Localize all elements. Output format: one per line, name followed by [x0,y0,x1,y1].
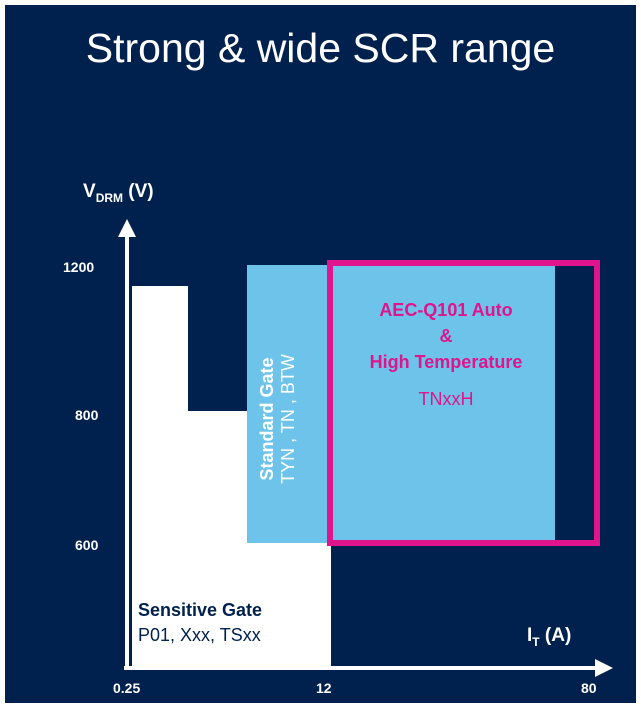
standard-gate-label: Standard Gate TYN , TN , BTW [257,319,309,519]
automotive-frame [327,260,600,546]
y-tick-800: 800 [75,407,99,423]
x-axis-label-sub: T [532,634,540,649]
automotive-line-2: & [439,326,453,346]
standard-gate-title: Standard Gate [257,357,277,481]
y-axis-label: VDRM (V) [83,181,154,205]
slide: Strong & wide SCR range VDRM (V) 1200 80… [5,5,636,703]
y-tick-600: 600 [75,537,99,553]
x-axis-arrow [595,659,613,677]
y-axis-label-sub: DRM [95,190,124,205]
standard-gate-parts: TYN , TN , BTW [278,354,298,484]
sensitive-block-high [132,286,188,666]
sensitive-gate-title: Sensitive Gate [138,600,263,620]
y-axis-label-unit: (V) [123,181,154,202]
sensitive-block-low [251,543,331,666]
automotive-line-3: High Temperature [369,352,523,372]
x-tick-12: 12 [316,680,332,696]
axes [118,219,613,677]
x-axis-label: IT (A) [527,625,571,649]
y-axis-arrow [118,219,136,237]
automotive-line-1: AEC-Q101 Auto [379,300,513,320]
x-tick-80: 80 [581,680,597,696]
automotive-part: TNxxH [418,389,474,409]
sensitive-block-mid [188,411,251,666]
sensitive-gate-parts: P01, Xxx, TSxx [138,625,261,645]
x-tick-0-25: 0.25 [113,680,141,696]
x-axis-label-main: I [527,625,533,646]
standard-gate-block [247,265,555,543]
y-axis-label-main: V [83,181,96,202]
y-tick-1200: 1200 [63,259,95,275]
x-axis-label-unit: (A) [539,625,572,646]
automotive-label: AEC-Q101 Auto & High Temperature TNxxH [335,297,557,410]
slide-title: Strong & wide SCR range [85,25,556,71]
